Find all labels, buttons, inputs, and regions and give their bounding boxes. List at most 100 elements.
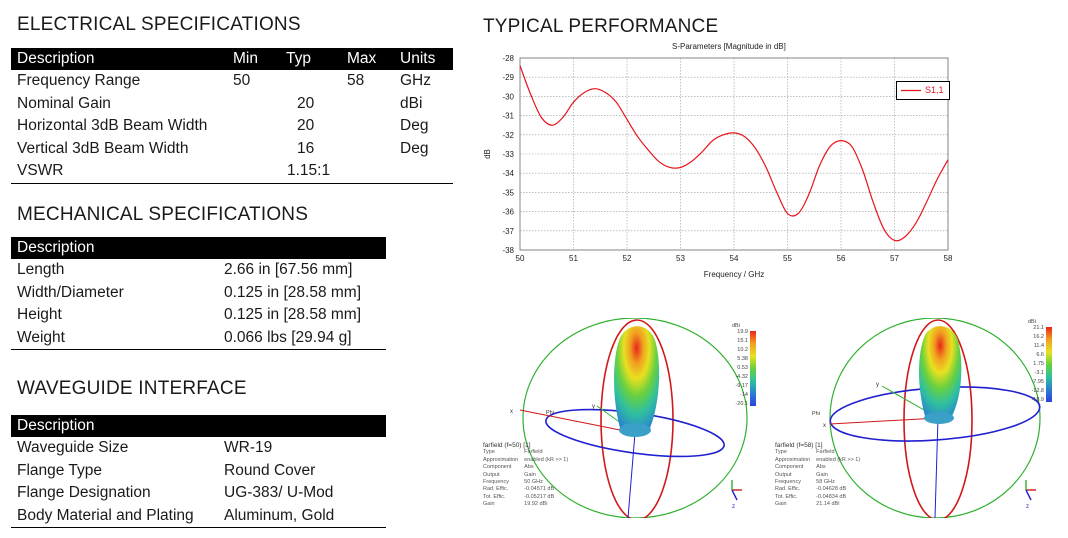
- colorbar-tick: -4.32: [735, 374, 748, 380]
- cell-max: [338, 115, 394, 138]
- cell-description: Flange Type: [17, 461, 103, 479]
- farfield-left-info: farfield (f=50) [1] Type Farfield Approxi…: [483, 442, 574, 509]
- info-row: Type Farfield: [775, 449, 866, 456]
- y-axis-label: dB: [483, 149, 492, 159]
- info-key: Frequency: [775, 479, 801, 486]
- info-value: 50 GHz: [524, 479, 543, 486]
- farfield-info-title: farfield (f=50) [1]: [483, 442, 531, 449]
- x-tick-label: 50: [516, 254, 525, 263]
- info-key: Rad. Effic.: [775, 486, 801, 493]
- colorbar-tick: -9.17: [735, 383, 748, 389]
- table-row: Nominal Gain 20 dBi: [11, 93, 453, 116]
- x-axis-label: Frequency / GHz: [704, 270, 764, 279]
- y-tick-label: -31: [502, 112, 514, 121]
- colorbar-tick: -12.8: [1031, 388, 1044, 394]
- info-value: Abs: [524, 464, 534, 471]
- cell-value: 0.125 in [28.58 mm]: [224, 283, 361, 301]
- info-value: -0.04834 dB: [816, 493, 847, 500]
- cell-value: Aluminum, Gold: [218, 504, 386, 528]
- orientation-gizmo: [731, 480, 742, 501]
- sparam-chart: 50 51 52 53 54 55 56 57 58 -28 -29 -30 -31 -32 -33 -34 -…: [483, 54, 953, 279]
- col-description: Description: [11, 415, 218, 437]
- series-line-s11: [519, 65, 949, 242]
- cell-min: [225, 93, 279, 116]
- info-key: Gain: [775, 501, 787, 508]
- col-typ: Typ: [279, 48, 338, 70]
- axis-x-label: x: [823, 423, 826, 429]
- y-tick-label: -33: [502, 150, 514, 159]
- info-row: Frequency 50 GHz: [483, 479, 574, 486]
- x-tick-label: 53: [676, 254, 685, 263]
- cell-typ: [279, 70, 338, 93]
- cell-min: [225, 115, 279, 138]
- cell-units: [394, 160, 453, 184]
- cell-min: 50: [233, 72, 251, 90]
- info-key: Approximation: [483, 456, 519, 463]
- table-header-row: Description: [11, 415, 386, 437]
- colorbar-tick: 15.1: [737, 338, 748, 344]
- legend-label: S1,1: [925, 85, 944, 95]
- colorbar-tick: -14: [740, 392, 748, 398]
- cell-min: [225, 160, 279, 184]
- table-row: Flange Designation UG-383/ U-Mod: [11, 482, 386, 505]
- cell-units: Deg: [400, 139, 429, 157]
- cell-max: [338, 93, 394, 116]
- cell-description: Vertical 3dB Beam Width: [17, 139, 189, 157]
- info-key: Rad. Effic.: [483, 486, 509, 493]
- info-value: enabled (kR >> 1): [524, 456, 569, 463]
- info-row: Approximation enabled (kR >> 1): [775, 457, 866, 464]
- cell-description: Body Material and Plating: [11, 504, 218, 528]
- colorbar-tick: 11.4: [1033, 343, 1044, 349]
- colorbar-unit: dBi: [1028, 319, 1036, 325]
- table-row: Weight 0.066 lbs [29.94 g]: [11, 326, 386, 350]
- cell-description: Nominal Gain: [17, 94, 111, 112]
- colorbar-tick: 16.2: [1033, 334, 1044, 340]
- axis-phi-label: Phi: [546, 410, 554, 416]
- mechanical-table: Description Length 2.66 in [67.56 mm] Wid…: [11, 237, 386, 350]
- info-value: Farfield: [816, 449, 835, 456]
- info-value: enabled (kR >> 1): [816, 456, 861, 463]
- cell-description: Length: [17, 261, 65, 279]
- cell-typ: 1.15:1: [279, 160, 394, 184]
- table-row: Body Material and Plating Aluminum, Gold: [11, 504, 386, 528]
- info-row: Approximation enabled (kR >> 1): [483, 457, 574, 464]
- info-row: Gain 19.92 dBi: [483, 501, 574, 508]
- info-key: Gain: [483, 501, 495, 508]
- axis-x-label: x: [510, 409, 513, 415]
- farfield-left-colorbar: dBi 19.9 15.1 10.2 5.38 0.53 -4.32 -9.17…: [730, 323, 770, 409]
- info-row: Frequency 58 GHz: [775, 479, 866, 486]
- x-tick-label: 57: [890, 254, 899, 263]
- cell-description: Width/Diameter: [17, 283, 124, 301]
- colorbar-tick: -18.9: [1031, 397, 1044, 403]
- table-row: Width/Diameter 0.125 in [28.58 mm]: [11, 282, 386, 305]
- info-value: -0.05217 dB: [524, 493, 555, 500]
- info-value: Gain: [524, 471, 536, 478]
- info-value: 21.14 dBi: [816, 501, 840, 508]
- colorbar-gradient: [750, 331, 756, 406]
- table-row: VSWR 1.15:1: [11, 160, 453, 184]
- y-tick-label: -34: [502, 169, 514, 178]
- cell-value: 0.125 in [28.58 mm]: [224, 306, 361, 324]
- cell-min: [225, 138, 279, 161]
- performance-title: TYPICAL PERFORMANCE: [483, 16, 719, 37]
- electrical-title: ELECTRICAL SPECIFICATIONS: [17, 14, 301, 35]
- table-row: Horizontal 3dB Beam Width 20 Deg: [11, 115, 453, 138]
- info-value: -0.04571 dB: [524, 486, 555, 493]
- orientation-gizmo: [1025, 480, 1036, 501]
- colorbar-tick: -7.95: [1031, 379, 1044, 385]
- table-row: Frequency Range 50 58 GHz: [11, 70, 453, 93]
- info-row: Gain 21.14 dBi: [775, 501, 866, 508]
- x-axis-line: [829, 417, 939, 425]
- cell-value: WR-19: [224, 439, 273, 457]
- info-key: Frequency: [483, 479, 509, 486]
- info-row: Tot. Effic. -0.05217 dB: [483, 494, 574, 501]
- info-key: Tot. Effic.: [483, 493, 506, 500]
- info-key: Output: [775, 471, 792, 478]
- info-key: Output: [483, 471, 500, 478]
- y-tick-label: -28: [502, 54, 514, 63]
- info-key: Tot. Effic.: [775, 493, 798, 500]
- info-row: Rad. Effic. -0.04628 dB: [775, 486, 866, 493]
- cell-value: 2.66 in [67.56 mm]: [224, 261, 353, 279]
- mechanical-title: MECHANICAL SPECIFICATIONS: [17, 204, 309, 225]
- farfield-right-info: farfield (f=58) [1] Type Farfield Approxi…: [775, 442, 866, 509]
